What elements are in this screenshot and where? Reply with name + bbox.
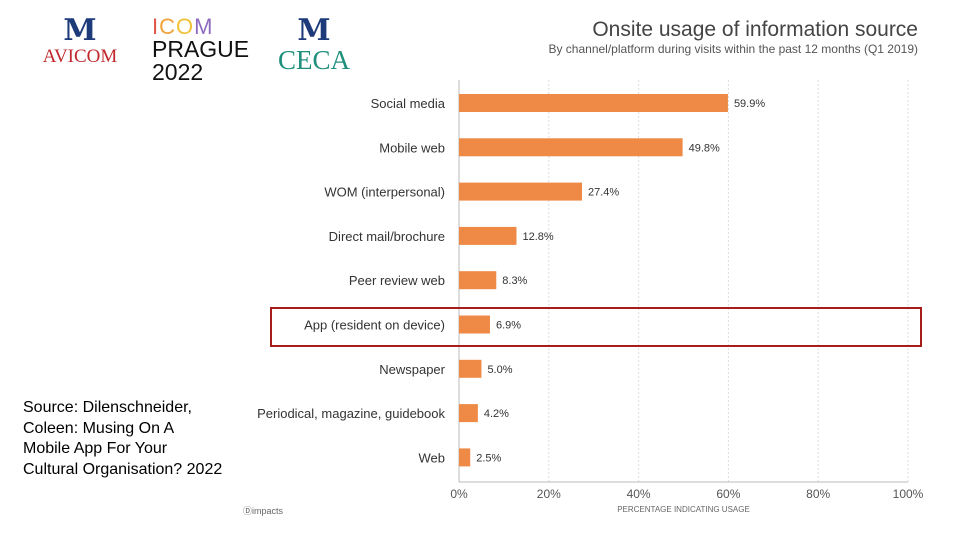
- bar: [459, 94, 728, 112]
- source-citation: Source: Dilenschneider, Coleen: Musing O…: [23, 399, 223, 478]
- icom-letter: O: [176, 14, 195, 39]
- icom-letter: M: [194, 14, 214, 39]
- bar: [459, 315, 490, 334]
- category-label: Social media: [371, 96, 446, 111]
- highlight-box: [270, 307, 922, 347]
- m-logo-icon: M: [63, 13, 97, 48]
- data-label: 6.9%: [496, 320, 521, 332]
- x-tick-label: 60%: [716, 487, 740, 501]
- avicom-label: AVICOM: [42, 46, 118, 67]
- category-label: Newspaper: [379, 362, 445, 377]
- x-tick-label: 40%: [627, 487, 651, 501]
- x-tick-label: 20%: [537, 487, 561, 501]
- category-label: Web: [419, 450, 446, 465]
- chart-title: Onsite usage of information source: [592, 18, 918, 41]
- x-tick-label: 0%: [450, 487, 468, 501]
- category-label: WOM (interpersonal): [324, 185, 445, 200]
- category-label: Periodical, magazine, guidebook: [257, 406, 445, 421]
- data-label: 27.4%: [588, 187, 619, 199]
- m-logo-icon: M: [297, 13, 331, 48]
- icom-letter: C: [159, 14, 177, 39]
- year-label: 2022: [152, 59, 204, 85]
- avicom-logo: M AVICOM: [30, 16, 130, 68]
- bar: [459, 138, 683, 157]
- bar: [459, 404, 478, 423]
- data-label: 8.3%: [502, 275, 527, 287]
- icom-prague-logo: ICOM PRAGUE 2022: [152, 16, 252, 84]
- data-label: 5.0%: [487, 364, 512, 376]
- x-tick-label: 80%: [806, 487, 830, 501]
- data-label: 12.8%: [522, 231, 553, 243]
- data-label: 59.9%: [734, 98, 765, 110]
- impacts-label: impacts: [252, 506, 284, 516]
- icom-letter: I: [152, 14, 160, 39]
- chart-subtitle: By channel/platform during visits within…: [548, 42, 918, 56]
- x-tick-label: 100%: [893, 487, 924, 501]
- ceca-label: CECA: [277, 45, 350, 75]
- prague-label: PRAGUE: [152, 36, 250, 62]
- data-label: 49.8%: [689, 142, 720, 154]
- x-axis-title: PERCENTAGE INDICATING USAGE: [617, 505, 750, 514]
- icom-wordmark: ICOM: [152, 16, 252, 38]
- impacts-brand: Ⓓimpacts: [243, 506, 284, 516]
- bar: [459, 182, 583, 201]
- ceca-logo: M CECA: [272, 13, 356, 75]
- category-label: Direct mail/brochure: [329, 229, 445, 244]
- category-label: Peer review web: [349, 273, 445, 288]
- data-label: 2.5%: [476, 452, 501, 464]
- data-label: 4.2%: [484, 408, 509, 420]
- category-label: App (resident on device): [304, 318, 445, 333]
- bar: [459, 359, 482, 378]
- bar: [459, 448, 471, 467]
- bar: [459, 226, 517, 245]
- category-label: Mobile web: [379, 140, 445, 155]
- bar: [459, 271, 497, 290]
